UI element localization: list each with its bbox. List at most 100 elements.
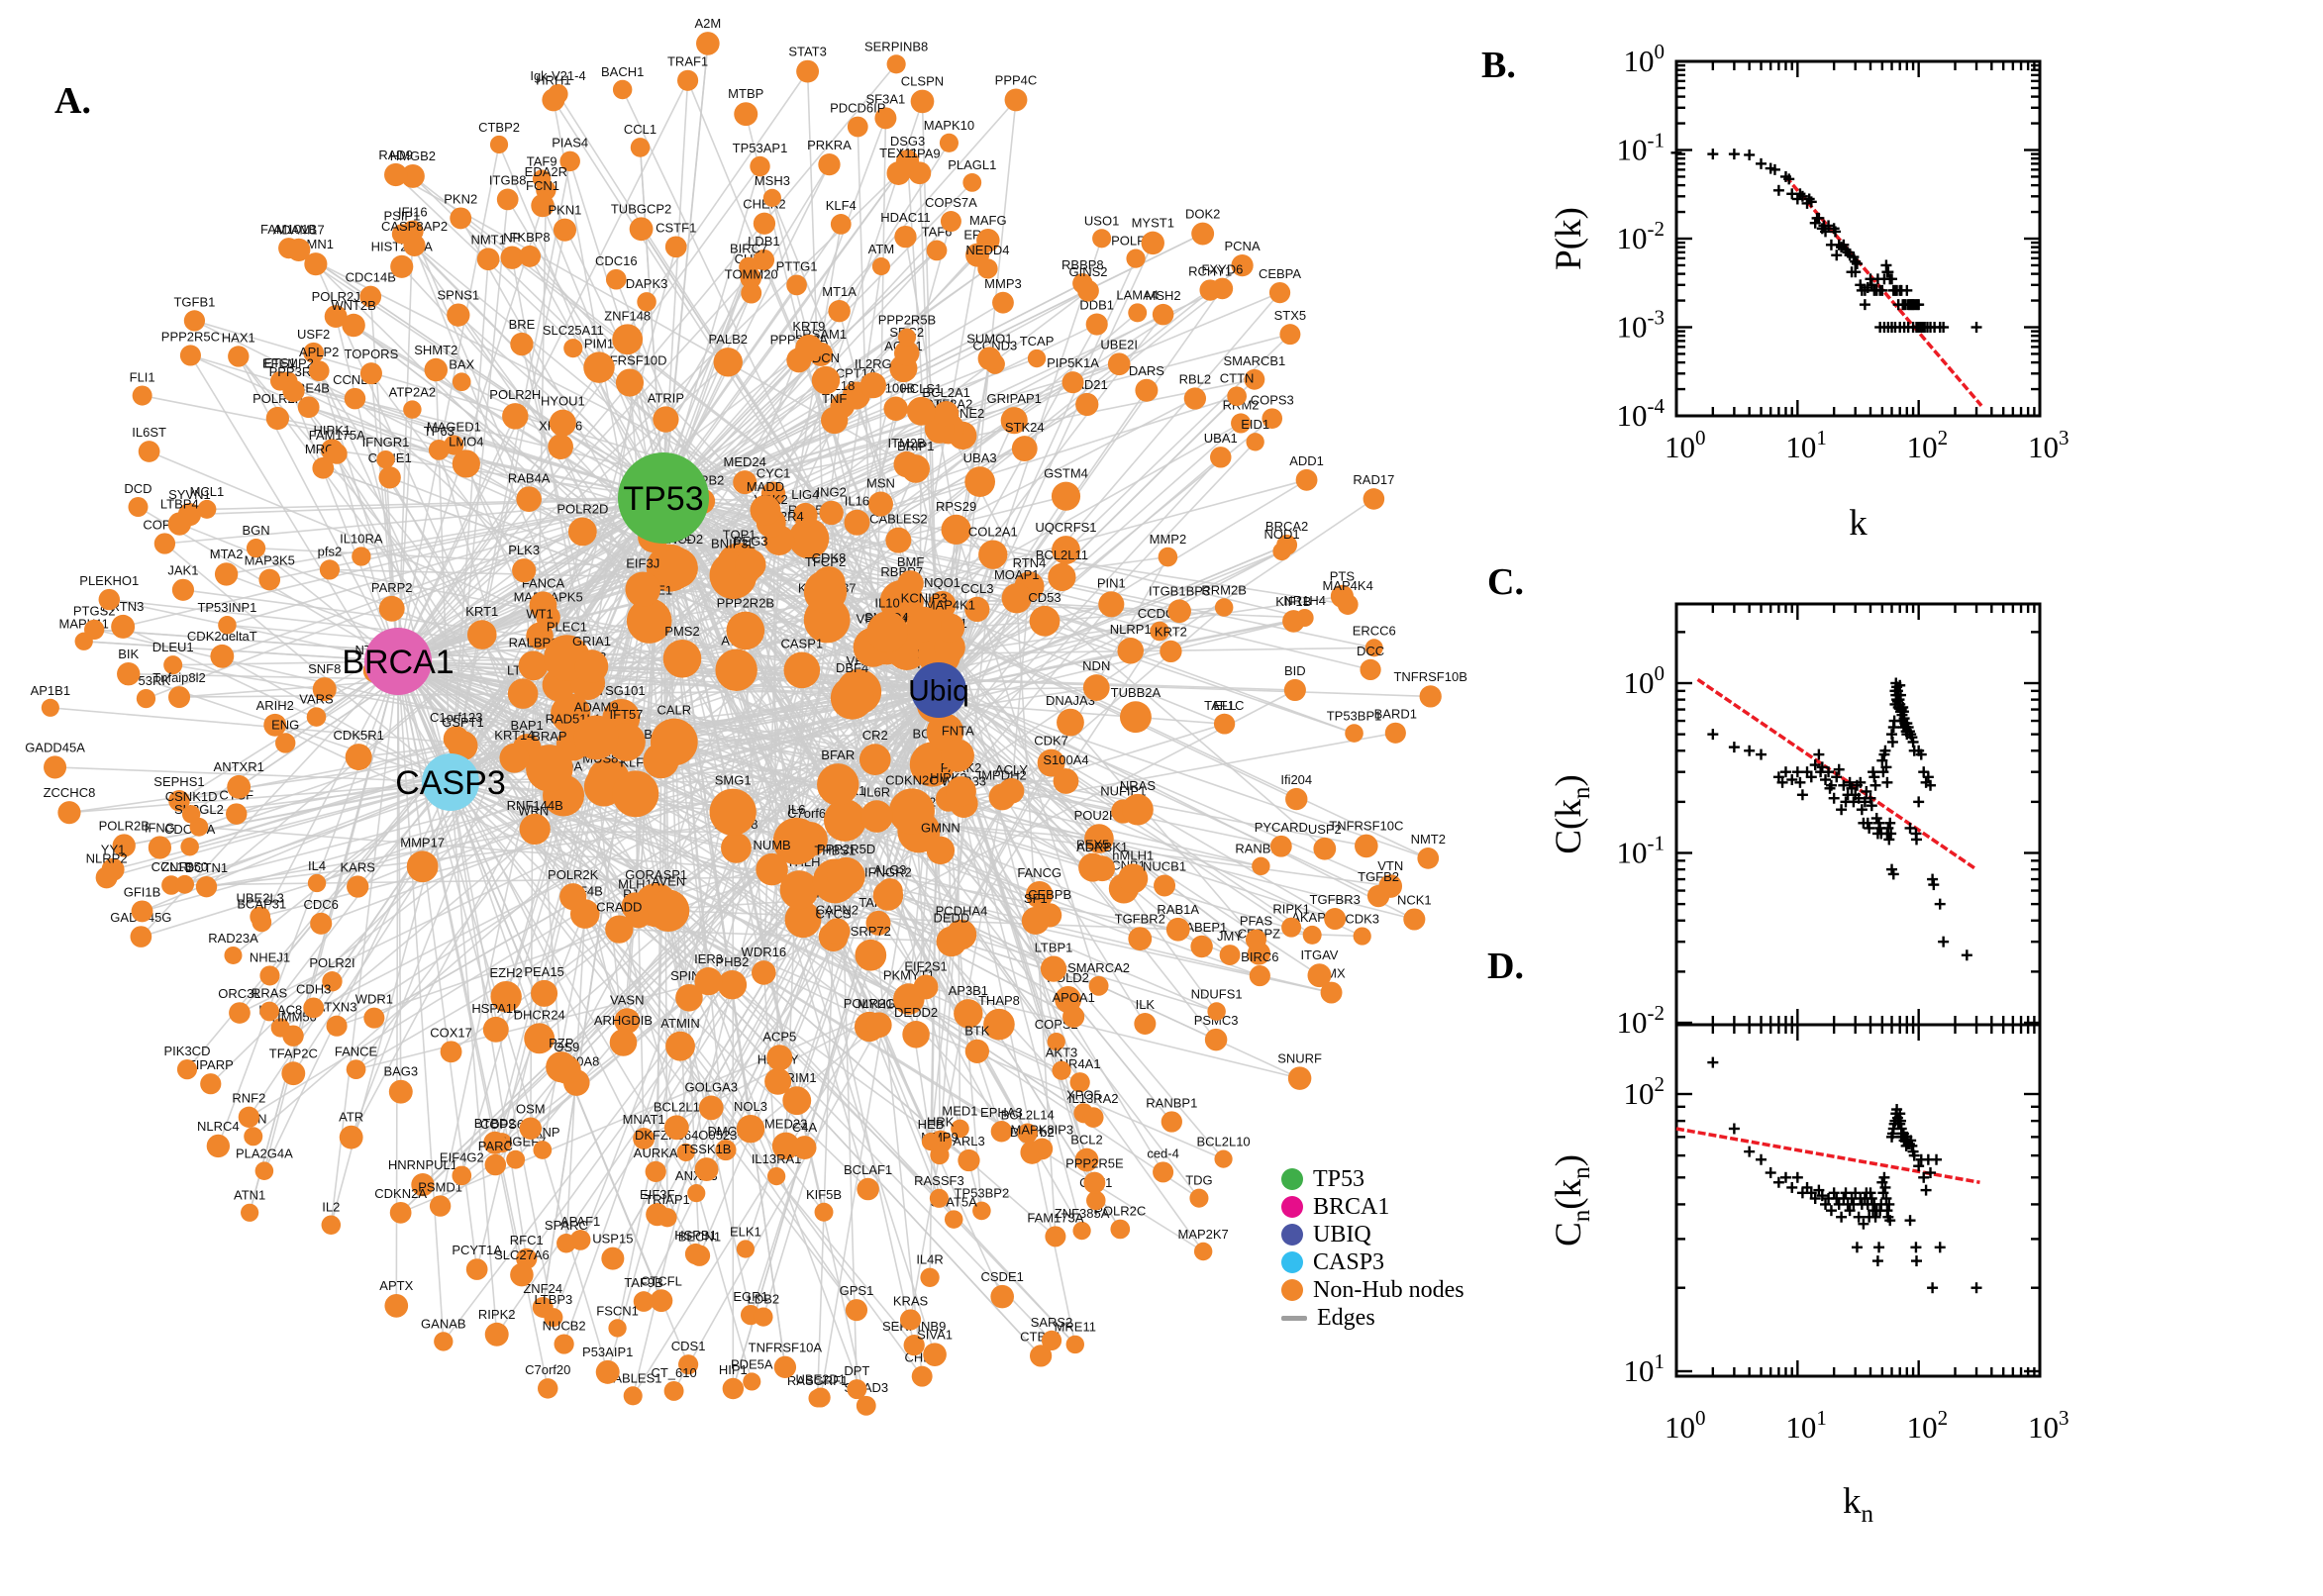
network-node: PTTG1 xyxy=(776,259,818,296)
network-node: FANCA xyxy=(522,575,564,620)
network-node-label: KLF4 xyxy=(826,198,857,213)
network-node-label: CSTF1 xyxy=(656,220,696,235)
axis-title: Cn​(kn​) xyxy=(1549,1154,1595,1247)
legend-item: UBIQ xyxy=(1281,1222,1464,1247)
network-node-label: RNF144B xyxy=(507,798,563,813)
network-node-label: CEBPB xyxy=(1028,887,1071,902)
network-node: ZNF148 xyxy=(604,308,651,355)
network-node: HDAC11 xyxy=(880,210,931,249)
network-node: CTBP2 xyxy=(478,120,520,154)
network-node: POLR2K xyxy=(548,867,599,911)
network-node: TP53BP1 xyxy=(1327,708,1381,743)
network-node-label: SLC25A11 xyxy=(543,323,604,338)
network-node-label: Ifi204 xyxy=(1280,772,1312,787)
network-node-label: BTBD2 xyxy=(474,1116,516,1131)
network-node: TAF6 xyxy=(922,225,952,261)
network-node: POLR2H xyxy=(489,387,541,430)
tick-label: 10-2 xyxy=(1617,217,1666,255)
network-node: DMC1 xyxy=(708,1124,744,1161)
tick-label: 103 xyxy=(2028,1406,2070,1445)
network-node-label: TAF9 xyxy=(527,153,557,168)
network-node-label: HDAC11 xyxy=(880,210,930,225)
network-node-label: AURKA xyxy=(634,1146,678,1160)
network-node: RAD9 xyxy=(378,148,413,187)
network-node-label: BARD1 xyxy=(1374,707,1417,722)
legend-item: CASP3 xyxy=(1281,1248,1464,1275)
network-node-label: TOP1 xyxy=(723,527,757,542)
network-node-label: POLR2C xyxy=(1094,1204,1146,1219)
legend-item: Non-Hub nodes xyxy=(1281,1277,1464,1303)
network-node: Ifi204 xyxy=(1280,772,1312,811)
network-node: MED24 xyxy=(724,454,766,495)
network-node-label: SMARCB1 xyxy=(1223,353,1285,368)
network-node: NLRP2 xyxy=(86,850,128,889)
network-node-label: PRKRA xyxy=(807,138,852,152)
network-node: POLR2I xyxy=(309,955,355,992)
network-node-label: DAPK3 xyxy=(626,276,668,291)
network-node: USF2 xyxy=(297,327,330,363)
network-node-label: ITGB1BP3 xyxy=(1149,583,1210,598)
tick-label: 100 xyxy=(1665,426,1706,464)
plot-frame xyxy=(1674,1023,2042,1378)
network-node-label: RAD9 xyxy=(378,148,413,162)
axis-title: P(k) xyxy=(1549,207,1589,270)
network-node-label: SMARCA2 xyxy=(1067,960,1130,975)
network-node: SNURF xyxy=(1277,1050,1322,1090)
network-node: ELL xyxy=(1213,698,1237,735)
tick-label: 10-1 xyxy=(1617,832,1666,870)
network-node-label: PIN1 xyxy=(1097,575,1126,590)
network-node: C7orf20 xyxy=(525,1362,570,1399)
legend-label: Edges xyxy=(1317,1304,1375,1331)
network-node: MT1A xyxy=(822,284,857,323)
axis-title: k xyxy=(1849,503,1868,544)
network-node-label: UBE2D1 xyxy=(795,1372,846,1387)
network-node: EPHA3 xyxy=(980,1105,1023,1143)
network-node-label: AP3B1 xyxy=(949,983,988,998)
legend-label: TP53 xyxy=(1313,1165,1365,1192)
network-node-label: RBBP8 xyxy=(1061,257,1104,272)
network-node: CDK7 xyxy=(1034,734,1068,777)
tick-label: 101 xyxy=(1624,1349,1666,1388)
network-node: RBL2 xyxy=(1179,371,1211,410)
network-node: RNF144B xyxy=(507,798,563,846)
network-node-label: HNRNPUL1 xyxy=(388,1157,457,1172)
tick-label: 10-1 xyxy=(1617,129,1666,167)
network-node-label: KARS xyxy=(341,859,376,874)
network-node-label: TUBB2A xyxy=(1111,685,1162,700)
network-node-label: IL2 xyxy=(322,1199,340,1214)
network-node-label: RAD17 xyxy=(1353,472,1394,487)
network-node-label: UBA1 xyxy=(1204,431,1238,446)
network-node: USP2 xyxy=(1308,822,1342,860)
network-node-label: CDK8 xyxy=(812,550,847,565)
network-node: ELK1 xyxy=(730,1224,761,1258)
network-node-label: POLR2G xyxy=(844,996,896,1011)
network-node-label: COPS3 xyxy=(1251,392,1294,407)
scatter-points xyxy=(1670,147,1982,333)
network-node-label: CR2 xyxy=(862,728,888,743)
tick-label: 100 xyxy=(1624,40,1666,78)
network-node: POLR2J xyxy=(312,289,360,328)
network-node-label: TDG xyxy=(1185,1173,1212,1188)
network-node-label: EFEMP2 xyxy=(262,355,314,370)
network-node: CLSPN xyxy=(901,74,944,114)
network-node: AKAP8 xyxy=(1291,910,1333,945)
network-node: SMARCA2 xyxy=(1067,960,1130,996)
tick-label: 102 xyxy=(1624,1072,1666,1111)
network-graph: MNDAIfi205bPOLR2BZNF24USF2CDK3CCNB1BCCIP… xyxy=(25,16,1467,1416)
network-node-label: DNAJA3 xyxy=(1046,693,1095,708)
network-node: MNAT1 xyxy=(623,1112,665,1150)
network-node-label: CDKN2A xyxy=(374,1186,427,1201)
network-node-label: SF3A1 xyxy=(866,91,906,106)
network-node: WT1 xyxy=(526,607,554,650)
legend-label: CASP3 xyxy=(1313,1248,1385,1275)
network-node-label: ORC3L xyxy=(218,986,260,1001)
network-node: ATM xyxy=(868,242,894,276)
network-node: UBA3 xyxy=(963,450,997,497)
network-node-label: CDK3 xyxy=(1345,911,1379,926)
network-node: BARD1 xyxy=(1374,707,1417,744)
network-node: RAD23A xyxy=(208,931,258,964)
network-node: STAT3 xyxy=(788,45,827,83)
network-node-label: DHCR24 xyxy=(514,1007,565,1022)
legend-item: TP53 xyxy=(1281,1165,1464,1192)
network-node-label: ELK1 xyxy=(730,1224,761,1239)
